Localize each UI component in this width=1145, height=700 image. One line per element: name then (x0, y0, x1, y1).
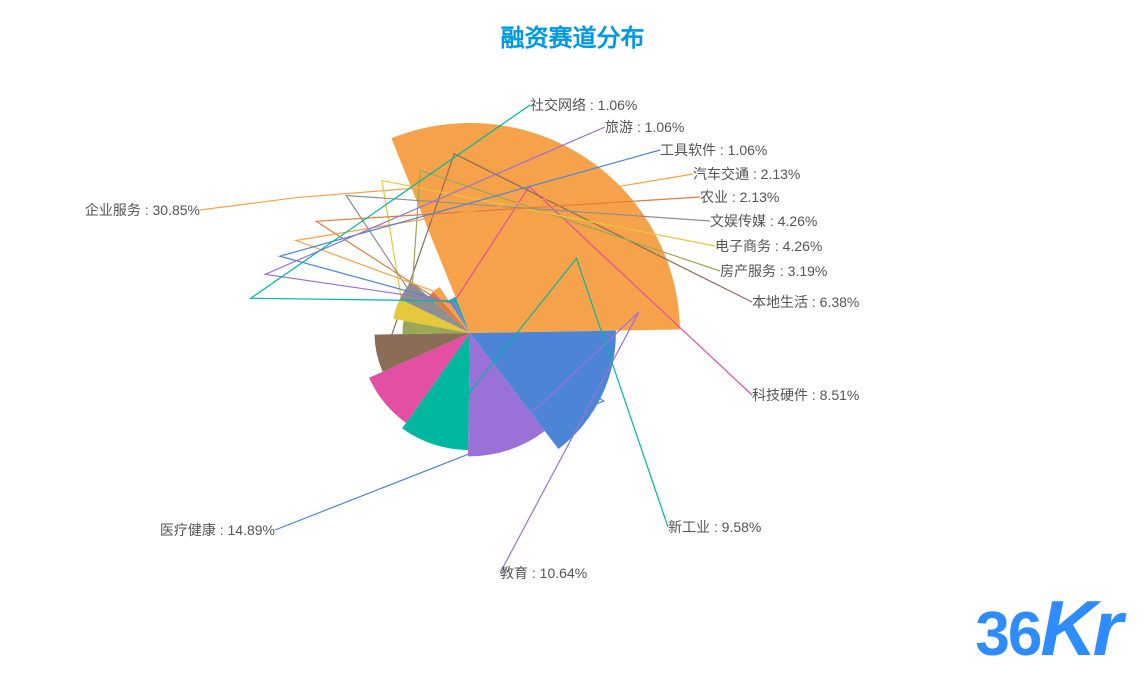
slice-label: 电子商务 : 4.26% (715, 236, 822, 256)
slice-label: 本地生活 : 6.38% (752, 292, 859, 312)
slice-label: 汽车交通 : 2.13% (693, 164, 800, 184)
slice-label: 企业服务 : 30.85% (85, 200, 200, 220)
slice-label: 旅游 : 1.06% (605, 117, 684, 137)
logo-kr: Kr (1040, 584, 1119, 672)
brand-logo: 36Kr (975, 583, 1119, 674)
logo-36: 36 (975, 600, 1040, 669)
slice-label: 文娱传媒 : 4.26% (710, 211, 817, 231)
slice-label: 医疗健康 : 14.89% (160, 520, 275, 540)
slice-label: 新工业 : 9.58% (668, 517, 761, 537)
slice-label: 教育 : 10.64% (500, 563, 587, 583)
slice-label: 工具软件 : 1.06% (660, 140, 767, 160)
slice-label: 科技硬件 : 8.51% (752, 385, 859, 405)
slice-label: 房产服务 : 3.19% (720, 261, 827, 281)
slice-label: 社交网络 : 1.06% (530, 95, 637, 115)
slice-label: 农业 : 2.13% (700, 187, 779, 207)
